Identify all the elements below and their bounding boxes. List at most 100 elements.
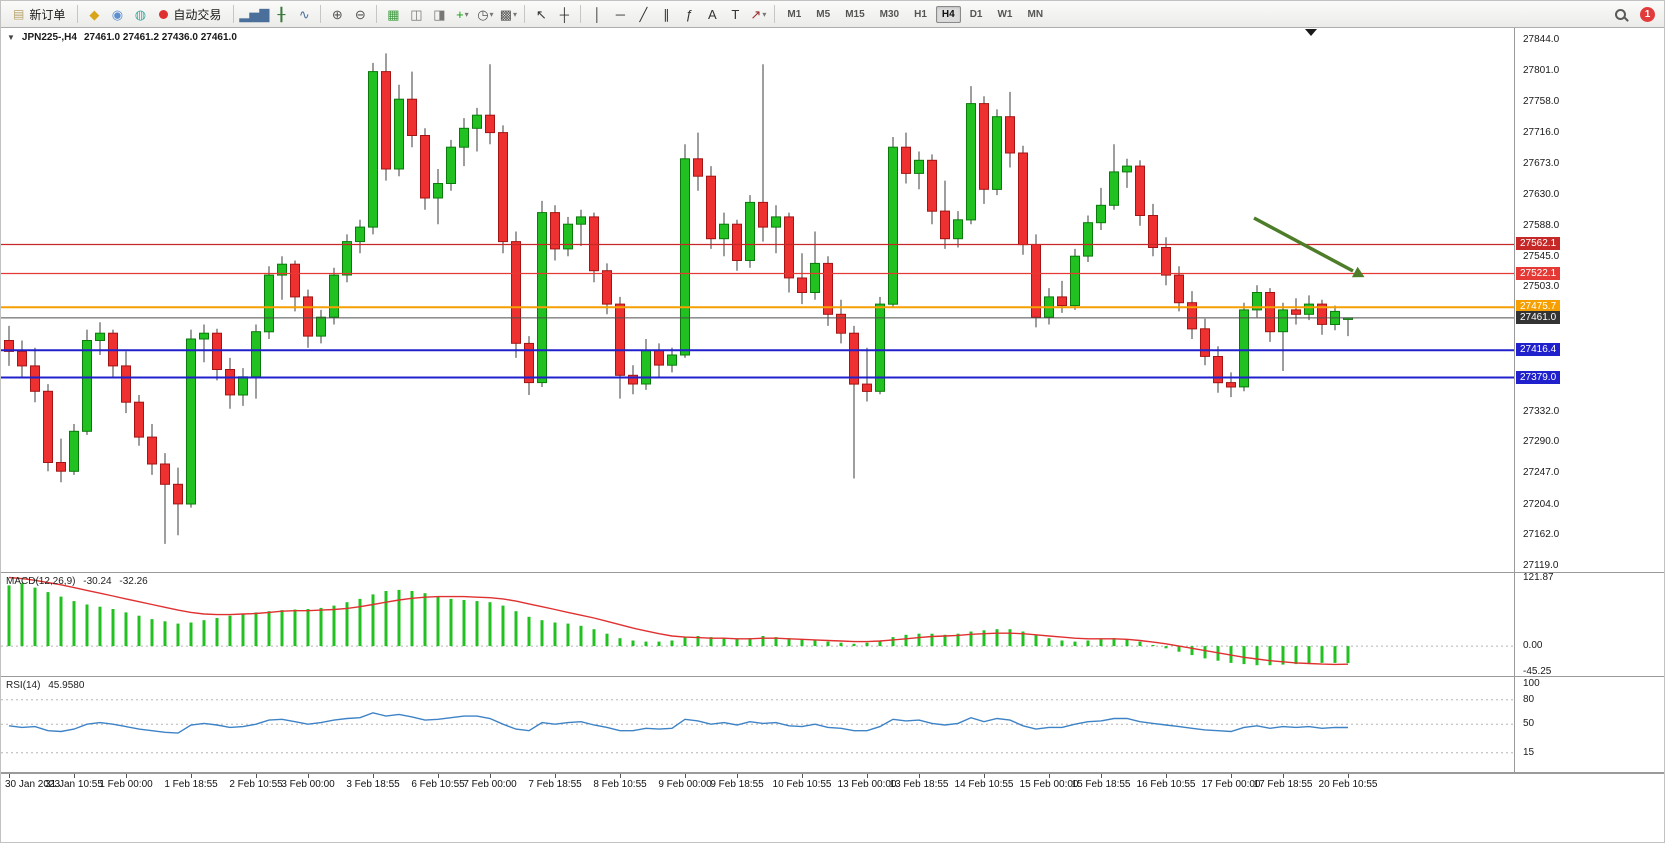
timeframe-m1-button[interactable]: M1 — [787, 8, 802, 20]
panel-separator[interactable] — [1, 676, 1664, 677]
time-tick — [984, 774, 985, 778]
timeframe-m5-button[interactable]: M5 — [816, 8, 831, 20]
notification-badge[interactable]: 1 — [1640, 6, 1655, 22]
price-tag-27416.4[interactable]: 27416.4 — [1516, 343, 1561, 357]
time-tick — [256, 774, 257, 778]
bar-shift-marker[interactable] — [1305, 29, 1317, 36]
cursor-icon[interactable]: ↖ — [530, 4, 552, 25]
candle — [745, 195, 755, 268]
crosshair-icon[interactable]: ┼ — [553, 4, 575, 25]
candle — [225, 357, 235, 409]
macd-signal-line — [8, 576, 1349, 666]
dropdown-caret: ▾ — [464, 9, 469, 19]
text-icon[interactable]: A — [701, 4, 723, 25]
candle — [1109, 144, 1119, 210]
auto-trading-button[interactable]: 自动交易 — [152, 4, 228, 25]
macd-label: MACD(12,26,9) -30.24 -32.26 — [6, 576, 153, 587]
template-icon[interactable]: ▩ ▾ — [497, 4, 519, 25]
candle — [758, 64, 768, 242]
time-axis-label: 6 Feb 10:55 — [411, 779, 465, 790]
time-tick — [867, 774, 868, 778]
trendline-icon[interactable]: ╱ — [632, 4, 654, 25]
price-axis-label: 27844.0 — [1523, 33, 1560, 45]
data-window-icon-glyph: ◉ — [111, 6, 124, 22]
price-tag-27475.7[interactable]: 27475.7 — [1516, 300, 1561, 314]
annotation-arrow[interactable] — [1253, 216, 1354, 273]
period-icon[interactable]: ◷ ▾ — [474, 4, 496, 25]
channel-icon[interactable]: ∥ — [655, 4, 677, 25]
toolbar-separator — [774, 5, 776, 23]
price-tag-27522.1[interactable]: 27522.1 — [1516, 266, 1561, 280]
candlestick-chart-icon[interactable]: ╂ — [270, 4, 292, 25]
candle — [459, 118, 469, 167]
horizontal-line-icon-glyph: ─ — [615, 6, 625, 22]
timeframe-mn-button[interactable]: MN — [1027, 8, 1044, 20]
time-axis-label: 7 Feb 00:00 — [463, 779, 517, 790]
strategy-tester-icon[interactable]: ◍ — [129, 4, 151, 25]
time-axis-label: 17 Feb 18:55 — [1253, 779, 1313, 790]
zoom-in-icon[interactable]: ⊕ — [326, 4, 348, 25]
collapse-icon[interactable]: ▼ — [7, 33, 15, 42]
price-tag-27562.1[interactable]: 27562.1 — [1516, 237, 1561, 251]
fibonacci-icon[interactable]: ƒ — [678, 4, 700, 25]
horizontal-line-icon[interactable]: ─ — [609, 4, 631, 25]
cascade-windows-icon-glyph: ◫ — [410, 6, 423, 22]
panel-separator[interactable] — [1, 572, 1664, 573]
candle — [511, 231, 521, 358]
toolbar-separator — [77, 5, 79, 23]
toolbar: ▤ 新订单 ◆ ◉ ◍ 自动交易 ▂▅▇ ╂ ∿ ⊕ ⊖ ▦ ◫ ◨ + ▾ ◷ ▾ ▩ ▾ ↖ ┼ │ ─ ╱ ∥ ƒ A T ↗ ▾ M1… — [1, 1, 1664, 28]
time-axis-label: 17 Feb 00:00 — [1201, 779, 1261, 790]
label-icon[interactable]: T — [724, 4, 746, 25]
macd-value: -30.24 — [83, 576, 112, 587]
new-order-button[interactable]: ▤ 新订单 — [6, 4, 72, 25]
bar-chart-icon[interactable]: ▂▅▇ — [239, 4, 269, 25]
macd-panel[interactable] — [1, 573, 1514, 677]
timeframe-d1-button[interactable]: D1 — [969, 8, 983, 20]
price-scale[interactable]: 27844.0 27801.0 27758.0 27716.0 27673.0 27630… — [1514, 28, 1664, 773]
candle — [498, 125, 508, 254]
candle — [888, 137, 898, 307]
toolbar-separator — [320, 5, 322, 23]
time-scale[interactable]: 30 Jan 2023 31 Jan 10:55 1 Feb 00:00 1 Feb … — [1, 773, 1664, 793]
market-watch-icon[interactable]: ◆ — [83, 4, 105, 25]
time-axis-label: 1 Feb 00:00 — [99, 779, 153, 790]
vertical-line-icon[interactable]: │ — [586, 4, 608, 25]
status-dot — [159, 9, 169, 19]
toolbar-separator — [376, 5, 378, 23]
timeframe-h4-button[interactable]: H4 — [935, 5, 961, 23]
candle — [615, 296, 625, 399]
rsi-panel[interactable] — [1, 677, 1514, 773]
cascade-windows-icon[interactable]: ◫ — [405, 4, 427, 25]
time-axis-label: 1 Feb 18:55 — [164, 779, 218, 790]
candle — [849, 325, 859, 479]
fibonacci-icon-glyph: ƒ — [685, 6, 693, 22]
search-icon[interactable] — [1609, 4, 1631, 25]
timeframe-w1-button[interactable]: W1 — [997, 8, 1013, 20]
tile-vertical-icon-glyph: ◨ — [433, 6, 446, 22]
time-tick — [126, 774, 127, 778]
data-window-icon[interactable]: ◉ — [106, 4, 128, 25]
add-indicator-icon[interactable]: + ▾ — [451, 4, 473, 25]
macd-axis-label: 0.00 — [1523, 640, 1543, 652]
candle — [823, 256, 833, 326]
candle — [719, 212, 729, 257]
time-axis-label: 14 Feb 10:55 — [954, 779, 1014, 790]
macd-axis-label: -45.25 — [1523, 665, 1552, 677]
arrows-icon[interactable]: ↗ ▾ — [747, 4, 769, 25]
line-chart-icon[interactable]: ∿ — [293, 4, 315, 25]
candle — [1278, 302, 1288, 371]
channel-icon-glyph: ∥ — [663, 6, 670, 22]
tile-vertical-icon[interactable]: ◨ — [428, 4, 450, 25]
zoom-out-icon[interactable]: ⊖ — [349, 4, 371, 25]
timeframe-h1-button[interactable]: H1 — [914, 8, 927, 20]
price-tag-27461.0[interactable]: 27461.0 — [1516, 310, 1561, 324]
magnifier-glass — [1614, 8, 1626, 20]
panel-separator[interactable] — [1, 772, 1664, 773]
time-axis-label: 31 Jan 10:55 — [45, 779, 103, 790]
timeframe-m30-button[interactable]: M30 — [879, 8, 900, 20]
main-chart[interactable] — [1, 28, 1514, 573]
candle — [199, 324, 209, 363]
tile-windows-icon[interactable]: ▦ — [382, 4, 404, 25]
price-tag-27379.0[interactable]: 27379.0 — [1516, 370, 1561, 384]
timeframe-m15-button[interactable]: M15 — [845, 8, 865, 20]
